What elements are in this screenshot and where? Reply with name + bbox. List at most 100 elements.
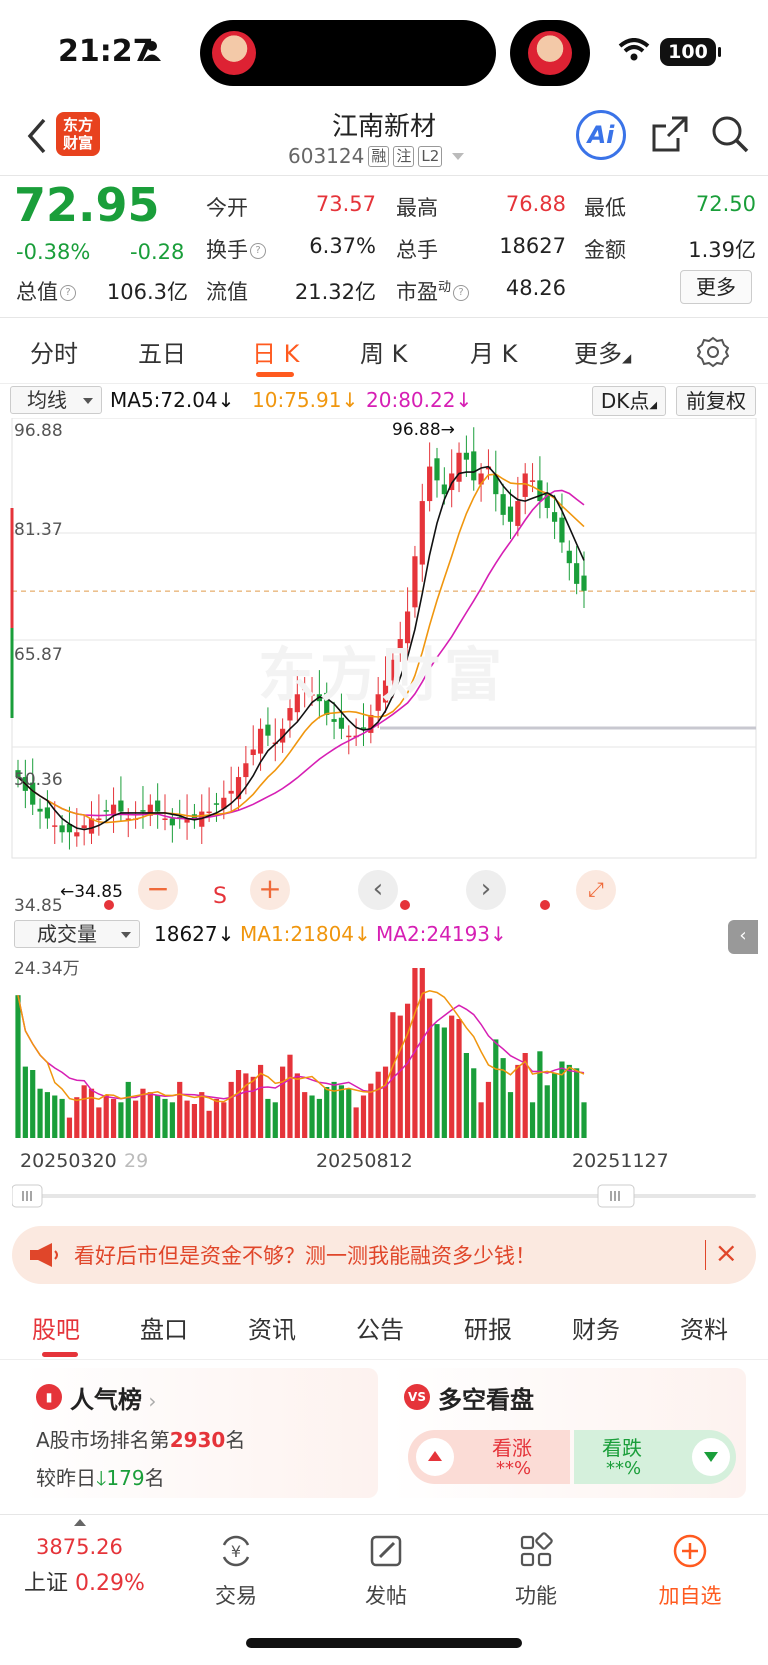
bear-button[interactable]: 看跌 **% [574, 1430, 736, 1484]
home-indicator[interactable] [246, 1638, 522, 1648]
candle-body [566, 550, 572, 564]
kline-chart[interactable]: 东方财富 96.88 81.37 65.87 50.36 34.85 96.88… [0, 418, 768, 918]
candle-body [287, 708, 293, 721]
event-dot[interactable] [400, 900, 410, 910]
margin-promo-banner[interactable]: 看好后市但是资金不够？测一测我能融资多少钱！ × [12, 1226, 756, 1284]
candle-body [250, 749, 256, 755]
zoom-in-button[interactable]: + [250, 870, 290, 910]
gear-icon[interactable] [697, 336, 729, 368]
nav-functions[interactable]: 功能 [486, 1531, 586, 1610]
volume-svg[interactable] [0, 952, 768, 1142]
volume-chart[interactable]: 24.34万 [0, 952, 768, 1142]
bull-label: 看涨 [492, 1436, 532, 1460]
tab-guba[interactable]: 股吧 [32, 1316, 80, 1344]
candle-body [360, 727, 367, 729]
volume-bar [88, 1088, 95, 1138]
kline-svg[interactable] [0, 418, 768, 918]
candle-body [434, 458, 440, 481]
indicator-select[interactable]: 均线 [10, 386, 102, 414]
event-dot[interactable] [104, 900, 114, 910]
tab-research[interactable]: 研报 [464, 1316, 512, 1344]
help-icon[interactable]: ? [250, 243, 266, 259]
stock-subline[interactable]: 603124 融 注 L2 [288, 144, 465, 168]
volume-bar [52, 1095, 58, 1138]
range-scrollbar[interactable] [12, 1184, 756, 1208]
change-percent: -0.38% [16, 240, 91, 264]
popularity-card[interactable]: ▮ 人气榜 › A股市场排名第2930名 较昨日🡓179名 [22, 1368, 378, 1498]
candle-body [463, 452, 469, 460]
nav-post-label: 发帖 [365, 1584, 407, 1608]
chevron-down-icon[interactable] [452, 152, 465, 160]
volume-bar [493, 1039, 499, 1138]
tab-news[interactable]: 资讯 [248, 1316, 296, 1344]
volume-bar [441, 1027, 447, 1138]
event-dot[interactable] [540, 900, 550, 910]
prev-button[interactable]: ‹ [358, 870, 398, 910]
candle-body [88, 818, 95, 834]
index-ticker[interactable]: 上证 0.29% [24, 1565, 145, 1597]
next-button[interactable]: › [466, 870, 506, 910]
vol-ma1-value: MA1:21804↓ [240, 922, 371, 946]
more-button[interactable]: 更多 [680, 270, 752, 304]
nav-add-watchlist[interactable]: 加自选 [640, 1531, 740, 1610]
fullscreen-button[interactable]: ⤢ [576, 870, 616, 910]
tab-financials[interactable]: 财务 [572, 1316, 620, 1344]
vs-card[interactable]: VS 多空看盘 看涨 **% 看跌 **% [390, 1368, 746, 1498]
svg-text:¥: ¥ [231, 1542, 241, 1561]
candle-body [515, 501, 521, 526]
zoom-out-button[interactable]: − [138, 870, 178, 910]
candle-body [449, 473, 455, 491]
volume-bar [529, 1102, 536, 1138]
tab-monthly-k[interactable]: 月 K [470, 340, 518, 368]
mktcap-label[interactable]: 总值? [16, 276, 76, 306]
help-icon[interactable]: ? [60, 285, 76, 301]
bull-button[interactable]: 看涨 **% [408, 1430, 570, 1484]
tab-weekly-k[interactable]: 周 K [360, 340, 408, 368]
adjust-button[interactable]: 前复权 [676, 386, 756, 416]
dk-point-button[interactable]: DK点◢ [592, 386, 666, 416]
battery-icon: 100 [660, 38, 721, 66]
rank-change-suffix: 名 [144, 1466, 165, 1490]
volume-bar [44, 1092, 51, 1138]
collapse-side-tab[interactable]: ‹ [728, 920, 758, 954]
ai-button[interactable]: Ai [576, 110, 626, 160]
volume-indicator-select[interactable]: 成交量 [14, 920, 140, 948]
rank-change-value: 179 [106, 1466, 145, 1490]
volume-bar [544, 1085, 550, 1138]
volume-bar [103, 1095, 109, 1138]
tab-five-day[interactable]: 五日 [138, 340, 186, 368]
volume-bar [243, 1073, 249, 1138]
index-value[interactable]: 3875.26 [36, 1535, 123, 1559]
turnover-value: 6.37% [309, 234, 376, 258]
stock-name[interactable]: 江南新材 [331, 112, 436, 142]
close-icon[interactable]: × [714, 1236, 738, 1269]
volume-value: 18627 [499, 234, 566, 258]
expand-icon[interactable] [74, 1519, 86, 1526]
tab-daily-k[interactable]: 日 K [252, 340, 300, 368]
rank-suffix: 名 [225, 1428, 246, 1452]
tab-order-book[interactable]: 盘口 [140, 1316, 188, 1344]
candle-body [412, 556, 418, 608]
turnover-label[interactable]: 换手? [206, 234, 266, 264]
turnover-label-text: 换手 [206, 238, 248, 262]
pe-label[interactable]: 市盈动? [396, 276, 470, 306]
back-icon[interactable] [22, 116, 52, 156]
nav-trade[interactable]: ¥ 交易 [186, 1531, 286, 1610]
index-change: 0.29% [75, 1571, 145, 1596]
tab-announcements[interactable]: 公告 [356, 1316, 404, 1344]
pe-label-text: 市盈 [396, 280, 438, 304]
volume-bar [228, 1081, 234, 1138]
volume-bar [147, 1092, 153, 1138]
candle-body [243, 763, 249, 778]
megaphone-icon [30, 1243, 58, 1267]
tab-more[interactable]: 更多◢ [574, 340, 632, 368]
candle-body [118, 800, 124, 812]
search-icon[interactable] [710, 114, 750, 154]
status-time: 21:27 [58, 34, 154, 69]
nav-post[interactable]: 发帖 [336, 1531, 436, 1610]
tab-intraday[interactable]: 分时 [30, 340, 78, 368]
tab-profile[interactable]: 资料 [680, 1316, 728, 1344]
help-icon[interactable]: ? [453, 285, 470, 301]
share-icon[interactable] [650, 114, 690, 154]
chart-bar-icon: ▮ [36, 1384, 62, 1410]
